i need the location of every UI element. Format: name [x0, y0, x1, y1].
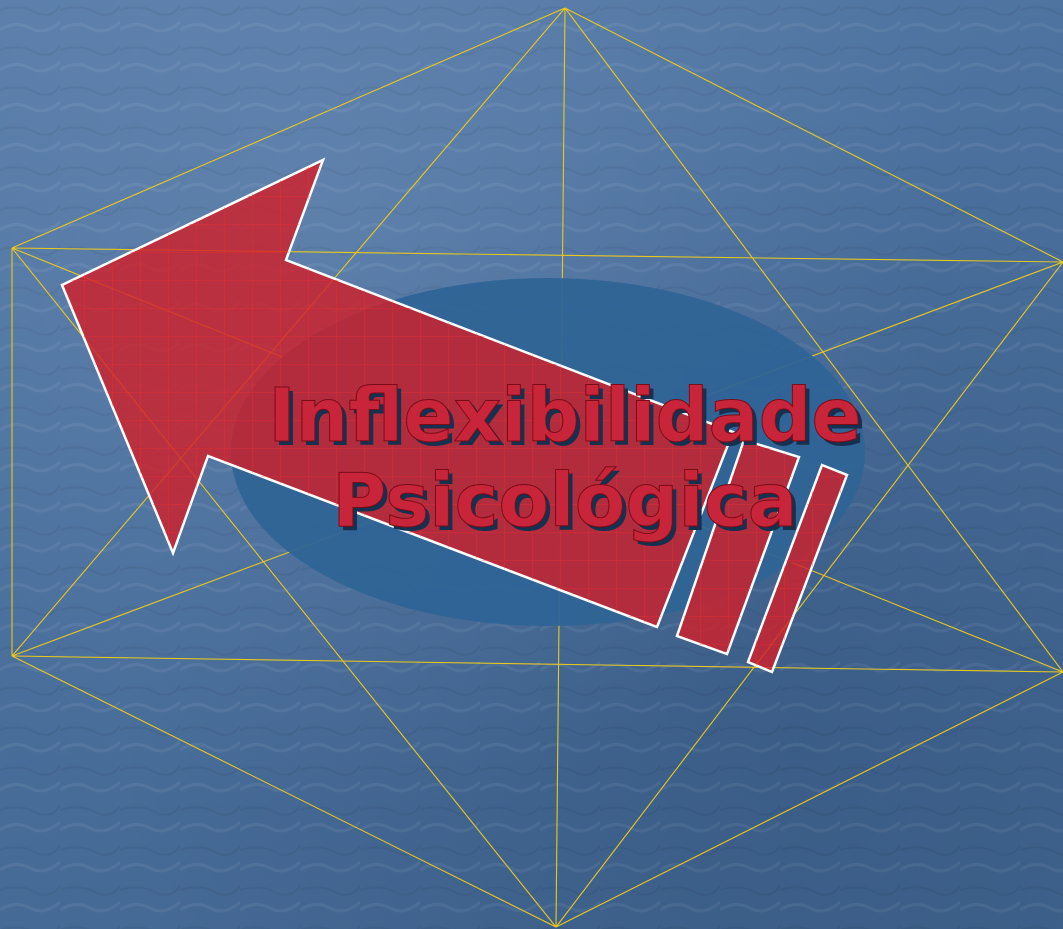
title-line-1: Inflexibilidade: [268, 373, 861, 459]
title-line-1-shadow: Inflexibilidade: [272, 377, 865, 463]
arrow-stripe-1: [675, 438, 801, 656]
title-line-2-shadow: Psicológica: [336, 462, 801, 548]
arrow-shape: [60, 157, 735, 629]
title-line-2: Psicológica: [332, 458, 797, 544]
slide-title: Inflexibilidade Inflexibilidade Psicológ…: [268, 373, 866, 549]
arrow-stripe-2: [746, 463, 849, 674]
